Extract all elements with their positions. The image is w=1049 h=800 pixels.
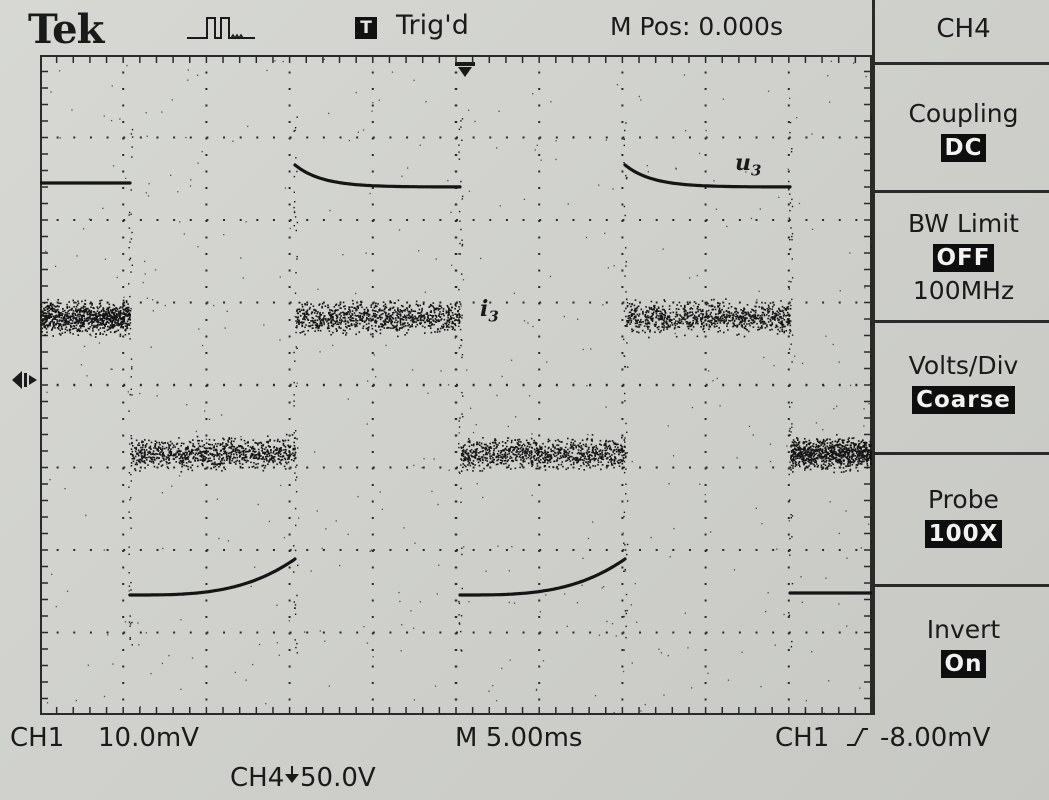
ch1-label: CH1	[10, 723, 65, 753]
menu-coupling[interactable]: Coupling DC	[875, 62, 1049, 193]
trigger-source: CH1	[775, 723, 830, 753]
trigger-badge: T	[355, 17, 377, 39]
menu-probe[interactable]: Probe 100X	[875, 452, 1049, 587]
channel-ground-marker-icon	[12, 371, 37, 389]
menu-invert-label: Invert	[926, 615, 1001, 644]
ch1-scale: 10.0mV	[98, 723, 200, 753]
waveform-display	[40, 55, 872, 715]
trigger-status: Trig'd	[396, 10, 469, 41]
waveform-traces	[40, 55, 872, 715]
menu-invert[interactable]: Invert On	[875, 584, 1049, 718]
trigger-level: -8.00mV	[880, 723, 991, 753]
status-bar: CH1 10.0mV M 5.00ms CH1 -8.00mV CH4 50.0…	[0, 715, 1049, 800]
i3-trace-low	[790, 116, 872, 657]
menu-bw-limit[interactable]: BW Limit OFF 100MHz	[875, 190, 1049, 323]
ground-coupling-icon	[285, 766, 299, 783]
brand-logo: Tek	[28, 6, 104, 53]
status-header: Tek T Trig'd M Pos: 0.000s	[0, 0, 870, 77]
u3-trace-high	[293, 163, 462, 189]
u3-trace-high	[623, 163, 792, 189]
ch4-scale: 50.0V	[300, 763, 376, 793]
i3-trace-low	[130, 116, 299, 654]
i3-trace-high	[295, 118, 464, 652]
side-menu: CH4 Coupling DC BW Limit OFF 100MHz Volt…	[872, 0, 1049, 715]
u3-trace-low	[128, 557, 297, 597]
graticule-grid	[40, 55, 872, 715]
menu-bw-limit-label: BW Limit	[908, 209, 1019, 238]
u3-trace-low	[458, 557, 627, 597]
menu-volts-div-label: Volts/Div	[908, 351, 1019, 380]
menu-invert-value: On	[940, 650, 987, 678]
i3-label: i3	[480, 296, 499, 326]
i3-trace-low	[460, 122, 629, 651]
u3-label: u3	[735, 150, 762, 180]
menu-bw-limit-value: OFF	[932, 244, 995, 272]
menu-coupling-value: DC	[940, 134, 987, 162]
menu-title: CH4	[936, 14, 991, 44]
menu-probe-value: 100X	[924, 520, 1003, 548]
menu-probe-label: Probe	[928, 485, 999, 514]
trigger-position-marker-icon	[455, 62, 475, 77]
timebase: M 5.00ms	[455, 723, 583, 753]
rising-edge-icon	[847, 728, 868, 746]
menu-coupling-label: Coupling	[908, 99, 1019, 128]
horizontal-position: M Pos: 0.000s	[610, 12, 783, 41]
ch4-label: CH4	[230, 763, 285, 793]
i3-trace-high	[625, 121, 794, 648]
menu-volts-div-value: Coarse	[912, 386, 1015, 414]
menu-volts-div[interactable]: Volts/Div Coarse	[875, 320, 1049, 455]
menu-bw-limit-extra: 100MHz	[912, 276, 1015, 305]
i3-trace-high	[40, 128, 134, 646]
pulse-run-icon	[187, 17, 255, 40]
